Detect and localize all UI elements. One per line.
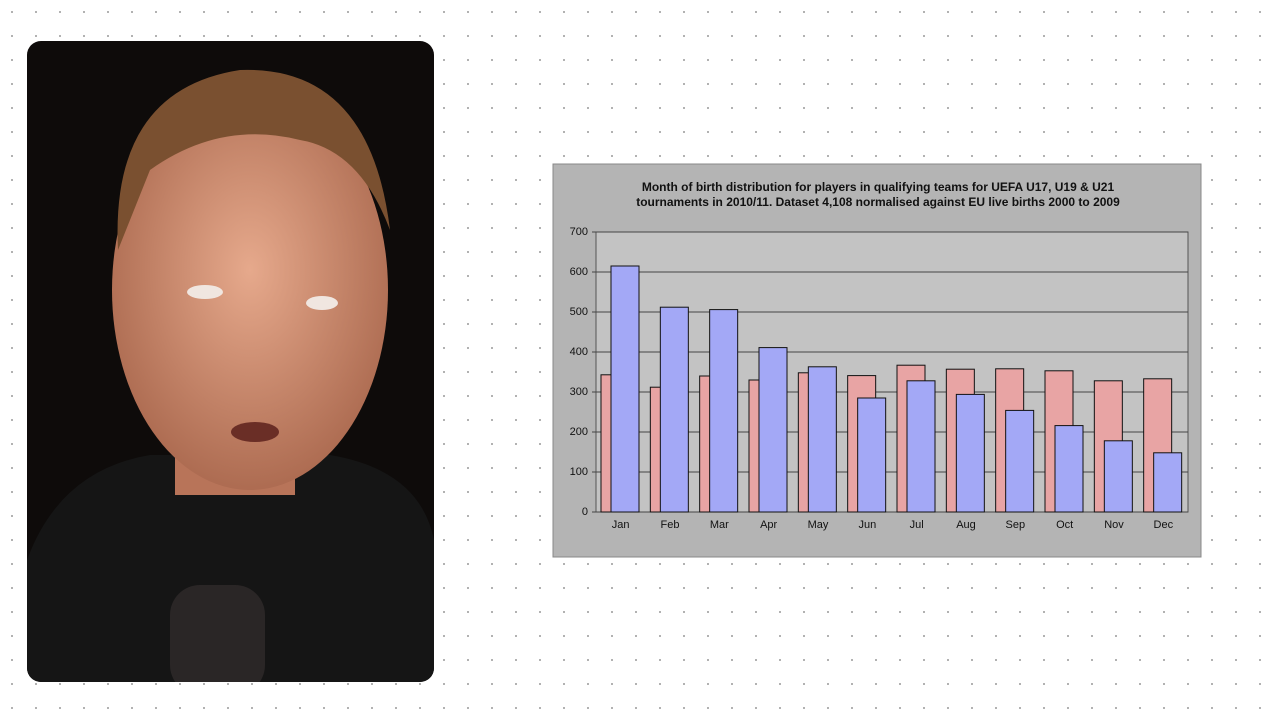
x-tick-label: Sep: [1006, 519, 1026, 531]
x-tick-label: Jun: [858, 519, 876, 531]
x-tick-label: Feb: [661, 519, 680, 531]
y-tick-label: 0: [582, 506, 588, 518]
y-tick-label: 100: [570, 466, 588, 478]
y-tick-label: 700: [570, 226, 588, 238]
x-tick-label: Oct: [1056, 519, 1073, 531]
bar: [955, 393, 985, 513]
y-tick-label: 200: [570, 426, 588, 438]
y-tick-label: 300: [570, 386, 588, 398]
bar: [857, 397, 887, 513]
speaker-video: [27, 41, 434, 682]
y-tick-label: 400: [570, 346, 588, 358]
x-tick-label: Nov: [1104, 519, 1124, 531]
x-tick-label: Jul: [910, 519, 924, 531]
x-tick-label: Apr: [760, 519, 777, 531]
bar: [1005, 409, 1035, 513]
chart-title: Month of birth distribution for players …: [642, 180, 1115, 194]
x-tick-label: Jan: [612, 519, 630, 531]
bar: [709, 309, 739, 513]
plot-area: [595, 231, 1189, 513]
y-tick-label: 600: [570, 266, 588, 278]
bar: [659, 306, 689, 513]
chart-title: tournaments in 2010/11. Dataset 4,108 no…: [636, 195, 1120, 209]
bar: [1153, 452, 1183, 513]
y-tick-label: 500: [570, 306, 588, 318]
x-tick-label: Aug: [956, 519, 976, 531]
x-tick-label: May: [808, 519, 829, 531]
bar: [758, 347, 788, 513]
bar: [1103, 440, 1133, 513]
x-tick-label: Mar: [710, 519, 729, 531]
bar: [610, 265, 640, 513]
bar: [906, 380, 936, 513]
x-tick-label: Dec: [1154, 519, 1174, 531]
bar: [1054, 425, 1084, 513]
bar: [807, 366, 837, 513]
